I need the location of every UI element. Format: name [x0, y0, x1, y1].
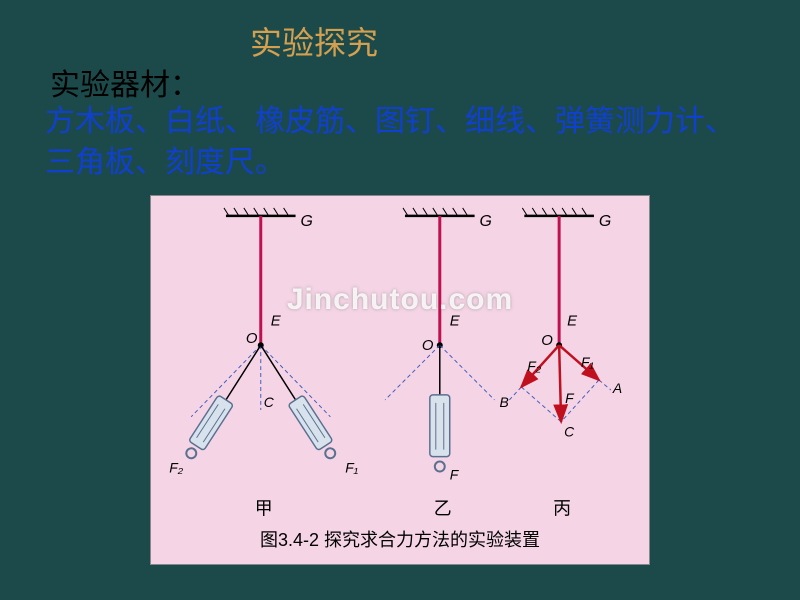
label-E-yi: E — [450, 313, 461, 329]
label-C: C — [264, 394, 275, 410]
label-C-bing: C — [564, 424, 575, 440]
materials-list: 方木板、白纸、橡皮筋、图钉、细线、弹簧测力计、三角板、刻度尺。 — [45, 102, 760, 183]
label-G-bing: G — [599, 213, 611, 230]
setup-yi: G E O F 乙 — [385, 208, 494, 518]
label-B: B — [499, 394, 508, 410]
label-G: G — [301, 213, 313, 230]
label-E-bing: E — [567, 313, 578, 329]
label-F2-bing: F₂ — [527, 358, 541, 374]
label-G-yi: G — [480, 213, 492, 230]
subtitle: 实验器材： — [50, 60, 200, 104]
label-F-yi: F — [450, 466, 460, 482]
experiment-diagram: G E O C F₂ — [150, 195, 650, 565]
label-A: A — [612, 380, 622, 396]
label-F1-bing: F₁ — [581, 354, 594, 370]
diagram-caption: 图3.4-2 探究求合力方法的实验装置 — [151, 526, 649, 552]
diagram-svg: G E O C F₂ — [151, 196, 649, 564]
label-E: E — [271, 313, 282, 329]
setup-label-jia: 甲 — [255, 498, 273, 518]
setup-jia: G E O C F₂ — [169, 208, 359, 518]
label-O: O — [246, 331, 258, 347]
label-F1: F₁ — [345, 459, 358, 475]
page-title: 实验探究 — [250, 18, 378, 64]
setup-label-bing: 丙 — [553, 498, 571, 518]
label-O-yi: O — [422, 338, 434, 354]
label-F-bing: F — [565, 390, 575, 406]
setup-bing: G E O F₁ F₂ F A B C 丙 — [499, 208, 622, 518]
label-F2: F₂ — [169, 459, 183, 475]
label-O-bing: O — [541, 333, 553, 349]
setup-label-yi: 乙 — [434, 498, 452, 518]
